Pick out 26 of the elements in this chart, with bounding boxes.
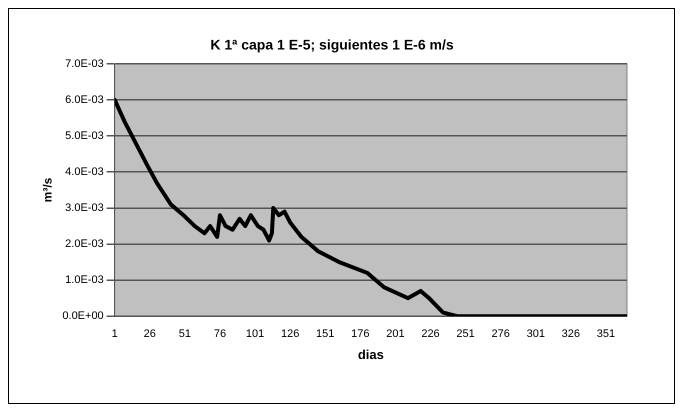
y-tick-label: 0.0E+00: [62, 310, 104, 322]
y-tick-label: 1.0E-03: [65, 274, 104, 286]
y-tick-label: 4.0E-03: [65, 166, 104, 178]
y-tick-label: 3.0E-03: [65, 202, 104, 214]
y-tick-label: 6.0E-03: [65, 94, 104, 106]
x-tick-label: 76: [214, 328, 226, 340]
x-tick-label: 101: [246, 328, 264, 340]
x-tick-label: 326: [562, 328, 580, 340]
x-tick-label: 176: [351, 328, 370, 340]
x-tick-label: 201: [386, 328, 405, 340]
x-tick-label: 26: [144, 328, 156, 340]
x-tick-label: 351: [596, 328, 616, 340]
y-tick-label: 2.0E-03: [65, 238, 104, 250]
x-tick-label: 226: [421, 328, 440, 340]
x-tick-label: 276: [491, 328, 510, 340]
y-tick-label: 5.0E-03: [65, 130, 104, 142]
chart-title: K 1ª capa 1 E-5; siguientes 1 E-6 m/s: [210, 36, 454, 52]
y-tick-label: 7.0E-03: [65, 58, 104, 70]
y-axis-title: m³/s: [40, 177, 55, 202]
x-axis-title: dias: [358, 346, 384, 362]
x-tick-label: 301: [526, 328, 545, 340]
x-tick-label: 1: [112, 328, 118, 340]
x-tick-label: 251: [456, 328, 475, 340]
x-tick-label: 151: [316, 328, 334, 340]
x-tick-label: 126: [280, 328, 300, 340]
x-tick-label: 51: [178, 328, 191, 340]
